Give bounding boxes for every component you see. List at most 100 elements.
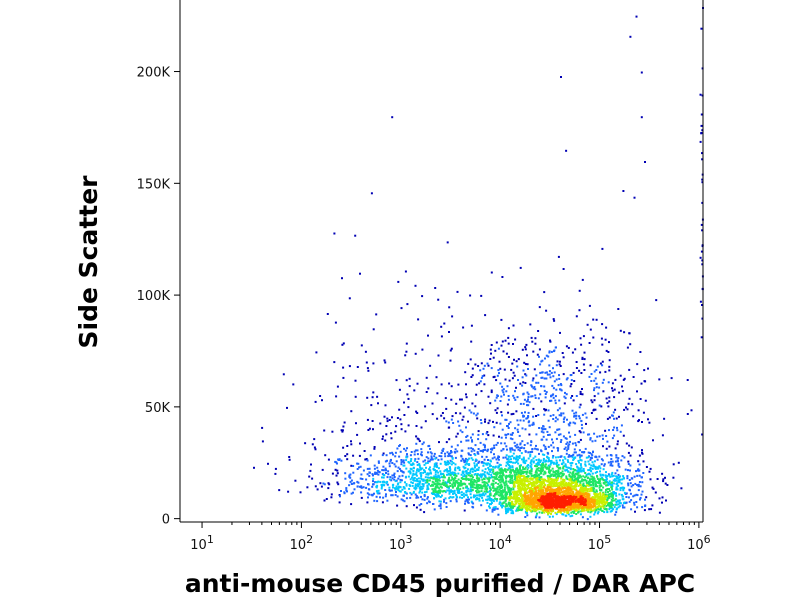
- data-point: [587, 456, 590, 459]
- data-point: [509, 507, 511, 510]
- data-point: [451, 472, 454, 475]
- data-point: [366, 396, 369, 399]
- data-point: [540, 467, 542, 470]
- data-point: [508, 497, 511, 500]
- data-point: [446, 469, 449, 472]
- data-point: [545, 371, 548, 374]
- data-point: [449, 471, 452, 474]
- data-point: [498, 502, 501, 505]
- data-point: [457, 472, 460, 475]
- data-point: [512, 512, 515, 515]
- data-point: [516, 477, 519, 480]
- data-point: [389, 452, 392, 455]
- data-point: [575, 411, 578, 414]
- data-point: [649, 467, 652, 470]
- data-point: [511, 497, 514, 499]
- data-point: [642, 460, 645, 463]
- data-point: [517, 431, 520, 433]
- data-point: [548, 350, 551, 353]
- data-point: [418, 464, 421, 467]
- data-point: [634, 510, 636, 513]
- data-point: [594, 467, 597, 470]
- data-point: [512, 492, 515, 495]
- data-point: [616, 429, 619, 432]
- data-point: [590, 489, 593, 492]
- data-point: [458, 484, 461, 487]
- data-point: [551, 467, 554, 470]
- data-point: [583, 489, 586, 492]
- data-point: [377, 460, 380, 463]
- data-point: [536, 465, 539, 468]
- data-point: [363, 450, 366, 452]
- data-point: [437, 467, 440, 470]
- data-point: [476, 487, 479, 490]
- data-point: [583, 476, 586, 479]
- data-point: [625, 496, 628, 498]
- data-point: [496, 374, 499, 377]
- data-point: [495, 396, 498, 399]
- data-point: [622, 475, 625, 478]
- data-point: [433, 465, 436, 468]
- data-point: [511, 481, 514, 484]
- data-point: [456, 450, 459, 453]
- data-point: [664, 476, 666, 479]
- data-point: [475, 477, 478, 480]
- data-point: [400, 423, 403, 426]
- data-point: [455, 500, 458, 503]
- data-point: [432, 468, 435, 471]
- data-point: [536, 480, 539, 483]
- data-point: [636, 484, 639, 486]
- data-point: [529, 465, 532, 468]
- data-point: [338, 459, 341, 461]
- data-point: [581, 505, 584, 508]
- data-point: [570, 496, 573, 499]
- data-point: [526, 477, 528, 480]
- data-point: [544, 506, 547, 509]
- data-point: [662, 478, 665, 481]
- data-point: [464, 500, 467, 503]
- data-point: [529, 509, 532, 512]
- data-point: [505, 433, 508, 436]
- data-point: [519, 502, 522, 505]
- data-point: [376, 481, 379, 484]
- data-point: [580, 497, 582, 500]
- data-point: [562, 418, 565, 421]
- data-point: [467, 479, 470, 481]
- data-point: [490, 502, 493, 504]
- data-point: [471, 488, 474, 491]
- data-point: [502, 479, 505, 482]
- data-point: [481, 455, 484, 458]
- data-point: [532, 509, 535, 512]
- data-point: [525, 417, 528, 420]
- data-point: [467, 474, 470, 477]
- data-point: [373, 492, 375, 495]
- data-point: [540, 505, 543, 507]
- data-point: [521, 499, 524, 502]
- data-point: [464, 483, 467, 486]
- data-point: [520, 494, 523, 497]
- data-point: [534, 337, 537, 340]
- data-point: [621, 504, 624, 507]
- data-point: [422, 479, 425, 482]
- data-point: [528, 508, 531, 511]
- data-point: [443, 500, 445, 503]
- data-point: [554, 402, 557, 405]
- data-point: [471, 448, 474, 451]
- data-point: [544, 428, 547, 431]
- data-point: [508, 464, 510, 467]
- data-point: [513, 503, 516, 506]
- data-point: [409, 472, 412, 475]
- data-point: [410, 476, 413, 479]
- data-point: [459, 487, 462, 490]
- data-point: [535, 448, 538, 451]
- data-point: [588, 484, 591, 487]
- data-point: [572, 371, 575, 374]
- data-point: [403, 401, 405, 404]
- data-point: [517, 423, 520, 426]
- data-point: [551, 515, 554, 518]
- data-point: [425, 456, 428, 459]
- data-point: [569, 485, 572, 488]
- data-point: [444, 481, 447, 484]
- data-point: [438, 479, 441, 482]
- data-point: [553, 480, 556, 483]
